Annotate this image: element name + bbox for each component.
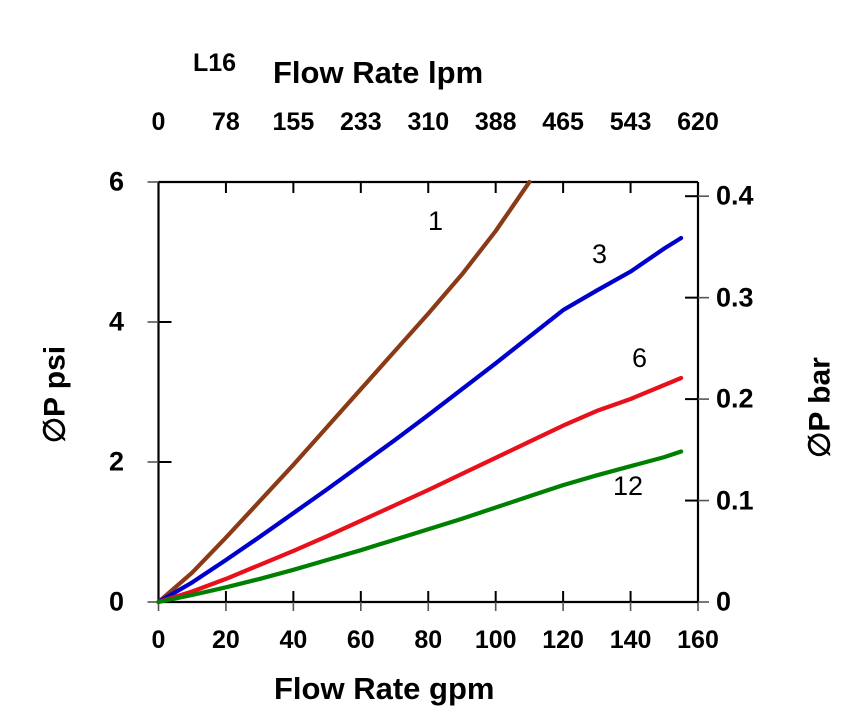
curve-label-12: 12 (613, 471, 644, 501)
top-axis-title: Flow Rate lpm (273, 55, 484, 90)
left-axis-tick-label: 2 (108, 446, 124, 477)
right-axis-tick-label: 0.4 (716, 180, 754, 211)
right-axis-tick-label: 0.2 (716, 383, 754, 414)
right-axis-tick-label: 0 (716, 586, 732, 617)
bottom-axis-tick-label: 100 (474, 626, 517, 654)
bottom-axis-tick-label: 0 (151, 626, 166, 654)
right-axis-tick-label: 0.3 (716, 282, 754, 313)
top-axis-tick-label: 543 (609, 108, 652, 136)
top-axis-tick-label: 388 (474, 108, 517, 136)
series-curve-6 (156, 375, 684, 605)
top-axis-tick-label: 0 (151, 108, 166, 136)
left-axis-tick-labels: 0 2 4 6 (72, 0, 124, 726)
curve-label-3: 3 (592, 239, 608, 269)
left-axis-title: ∅P psi (38, 345, 72, 444)
right-axis-tick-label: 0.1 (716, 485, 754, 516)
bottom-axis-tick-labels: 0 20 40 60 80 100 120 140 160 (0, 626, 852, 654)
top-axis-tick-label: 78 (211, 108, 240, 136)
bottom-axis-tick-label: 60 (346, 626, 375, 654)
bottom-axis-tick-label: 140 (609, 626, 652, 654)
bottom-axis-title: Flow Rate gpm (274, 671, 495, 706)
right-axis-tick-labels: 0 0.1 0.2 0.3 0.4 (716, 0, 796, 726)
top-axis-tick-label: 155 (272, 108, 315, 136)
series-code-label: L16 (193, 49, 237, 77)
bottom-axis-tick-label: 160 (677, 626, 719, 654)
left-axis-tick-label: 6 (108, 166, 124, 197)
curve-label-1: 1 (428, 206, 444, 236)
top-axis-tick-label: 465 (542, 108, 584, 136)
right-axis-title: ∅P bar (803, 357, 837, 458)
curve-label-6: 6 (632, 343, 648, 373)
bottom-axis-tick-label: 120 (542, 626, 584, 654)
left-axis-tick-label: 4 (108, 306, 124, 337)
top-axis-tick-label: 620 (677, 108, 719, 136)
left-axis-tick-label: 0 (108, 586, 124, 617)
top-axis-tick-label: 310 (407, 108, 450, 136)
series-curve-3 (156, 235, 684, 605)
bottom-axis-tick-label: 80 (414, 626, 443, 654)
series-curve-12 (156, 449, 684, 605)
bottom-axis-tick-label: 40 (279, 626, 308, 654)
series-curve-1 (156, 179, 532, 605)
top-axis-tick-label: 233 (339, 108, 382, 136)
bottom-axis-tick-label: 20 (211, 626, 240, 654)
top-axis-tick-labels: 0 78 155 233 310 388 465 543 620 (0, 108, 852, 136)
